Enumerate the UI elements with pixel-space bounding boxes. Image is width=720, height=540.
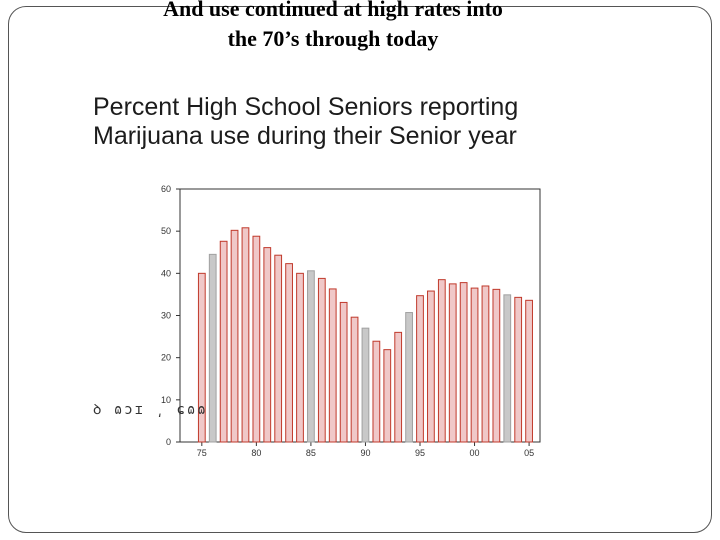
chart-title-line-2: Marijuana use during their Senior year xyxy=(93,122,517,150)
bar xyxy=(448,283,457,443)
bar xyxy=(208,253,217,443)
chart-title-line-1: Percent High School Seniors reporting xyxy=(93,93,519,121)
bar xyxy=(241,227,250,443)
x-tick-label: 00 xyxy=(470,448,480,458)
bar xyxy=(405,312,413,443)
bar xyxy=(274,254,283,443)
bar xyxy=(503,294,512,443)
slide-title-line-2: the 70’s through today xyxy=(227,26,439,51)
bar xyxy=(481,285,490,443)
bar xyxy=(372,340,381,443)
x-tick-label: 75 xyxy=(197,448,207,458)
y-tick-label: 40 xyxy=(161,268,171,278)
y-tick-label: 0 xyxy=(166,437,171,447)
x-tick-label: 05 xyxy=(524,448,534,458)
y-tick-label: 50 xyxy=(161,226,171,236)
bar xyxy=(514,296,523,443)
slide-title-line-1: And use continued at high rates into xyxy=(163,0,503,21)
y-tick-label: 20 xyxy=(161,353,171,363)
bar xyxy=(459,282,468,443)
y-tick-label: 60 xyxy=(161,184,171,194)
bar xyxy=(252,235,261,443)
slide-title: And use continued at high rates into the… xyxy=(0,0,666,54)
bar xyxy=(317,277,326,443)
slide-frame xyxy=(8,6,712,533)
bar xyxy=(383,349,392,443)
x-tick-label: 85 xyxy=(306,448,316,458)
y-tick-label: 30 xyxy=(161,311,171,321)
bar xyxy=(427,290,435,443)
bar xyxy=(350,316,359,443)
bar xyxy=(339,301,348,443)
handwritten-scribble: ꝺ ɷɔɪ ͵ ɕɷɷ xyxy=(93,402,208,418)
x-tick-label: 95 xyxy=(415,448,425,458)
bar xyxy=(525,299,533,443)
bar xyxy=(219,240,228,443)
bar xyxy=(296,272,304,443)
bar xyxy=(394,331,403,443)
x-tick-label: 90 xyxy=(360,448,370,458)
bar xyxy=(230,229,239,443)
bar xyxy=(470,287,479,443)
bar xyxy=(437,279,446,443)
bar xyxy=(307,270,315,443)
x-tick-label: 80 xyxy=(251,448,261,458)
bar xyxy=(361,327,370,443)
bar xyxy=(285,263,293,443)
bar xyxy=(263,247,272,443)
chart-title: Percent High School Seniors reporting Ma… xyxy=(93,93,613,151)
y-tick-label: 10 xyxy=(161,395,171,405)
bar xyxy=(492,288,501,443)
bar xyxy=(328,288,337,443)
bar xyxy=(416,295,424,443)
bar xyxy=(197,272,206,443)
